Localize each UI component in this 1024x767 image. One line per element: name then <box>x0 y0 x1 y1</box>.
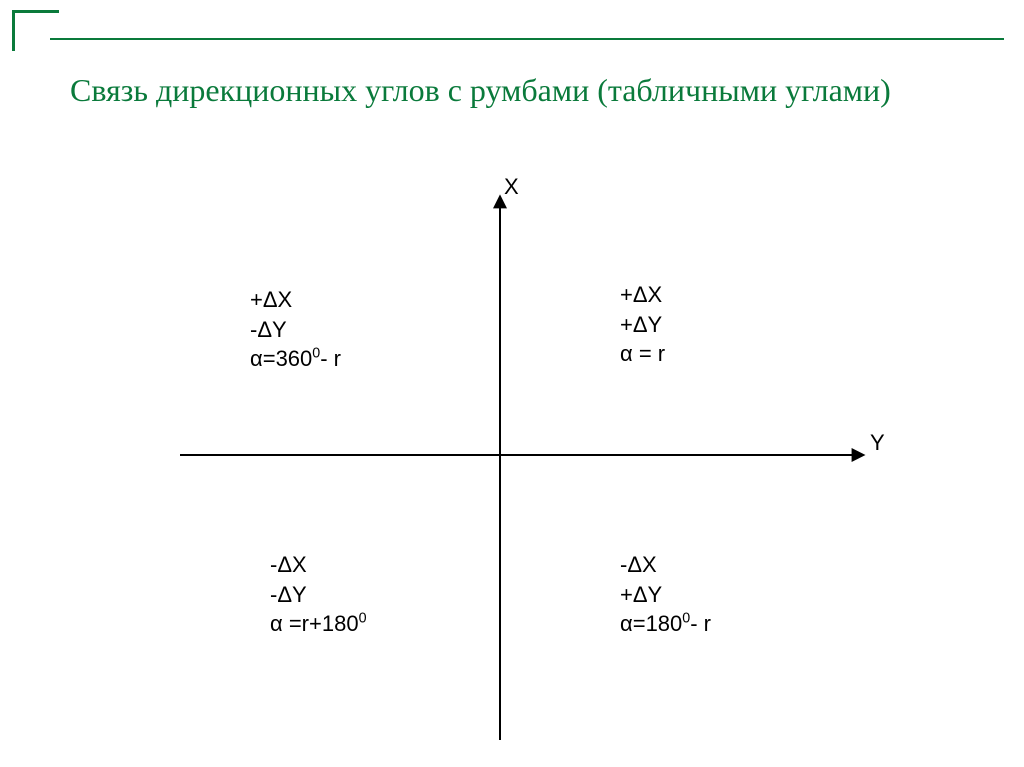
q1-dy: +ΔY <box>620 310 665 340</box>
q1-dx: +ΔX <box>620 280 665 310</box>
q1-alpha: α = r <box>620 339 665 369</box>
coordinate-diagram: X Y +ΔX +ΔY α = r -ΔX +ΔY α=1800- r -ΔX … <box>120 170 880 750</box>
q2-alpha: α=1800- r <box>620 609 711 639</box>
q3-alpha: α =r+1800 <box>270 609 367 639</box>
quadrant-4: +ΔX -ΔY α=3600- r <box>250 285 341 374</box>
quadrant-2: -ΔX +ΔY α=1800- r <box>620 550 711 639</box>
page-title: Связь дирекционных углов с румбами (табл… <box>70 70 984 112</box>
corner-bracket <box>12 10 59 51</box>
q4-dx: +ΔX <box>250 285 341 315</box>
q2-dx: -ΔX <box>620 550 711 580</box>
q4-dy: -ΔY <box>250 315 341 345</box>
quadrant-1: +ΔX +ΔY α = r <box>620 280 665 369</box>
q3-dy: -ΔY <box>270 580 367 610</box>
header-rule <box>50 38 1004 40</box>
x-axis-label: X <box>504 174 519 200</box>
quadrant-3: -ΔX -ΔY α =r+1800 <box>270 550 367 639</box>
axes-svg <box>120 170 880 750</box>
q4-alpha: α=3600- r <box>250 344 341 374</box>
q2-dy: +ΔY <box>620 580 711 610</box>
q3-dx: -ΔX <box>270 550 367 580</box>
y-axis-label: Y <box>870 430 885 456</box>
